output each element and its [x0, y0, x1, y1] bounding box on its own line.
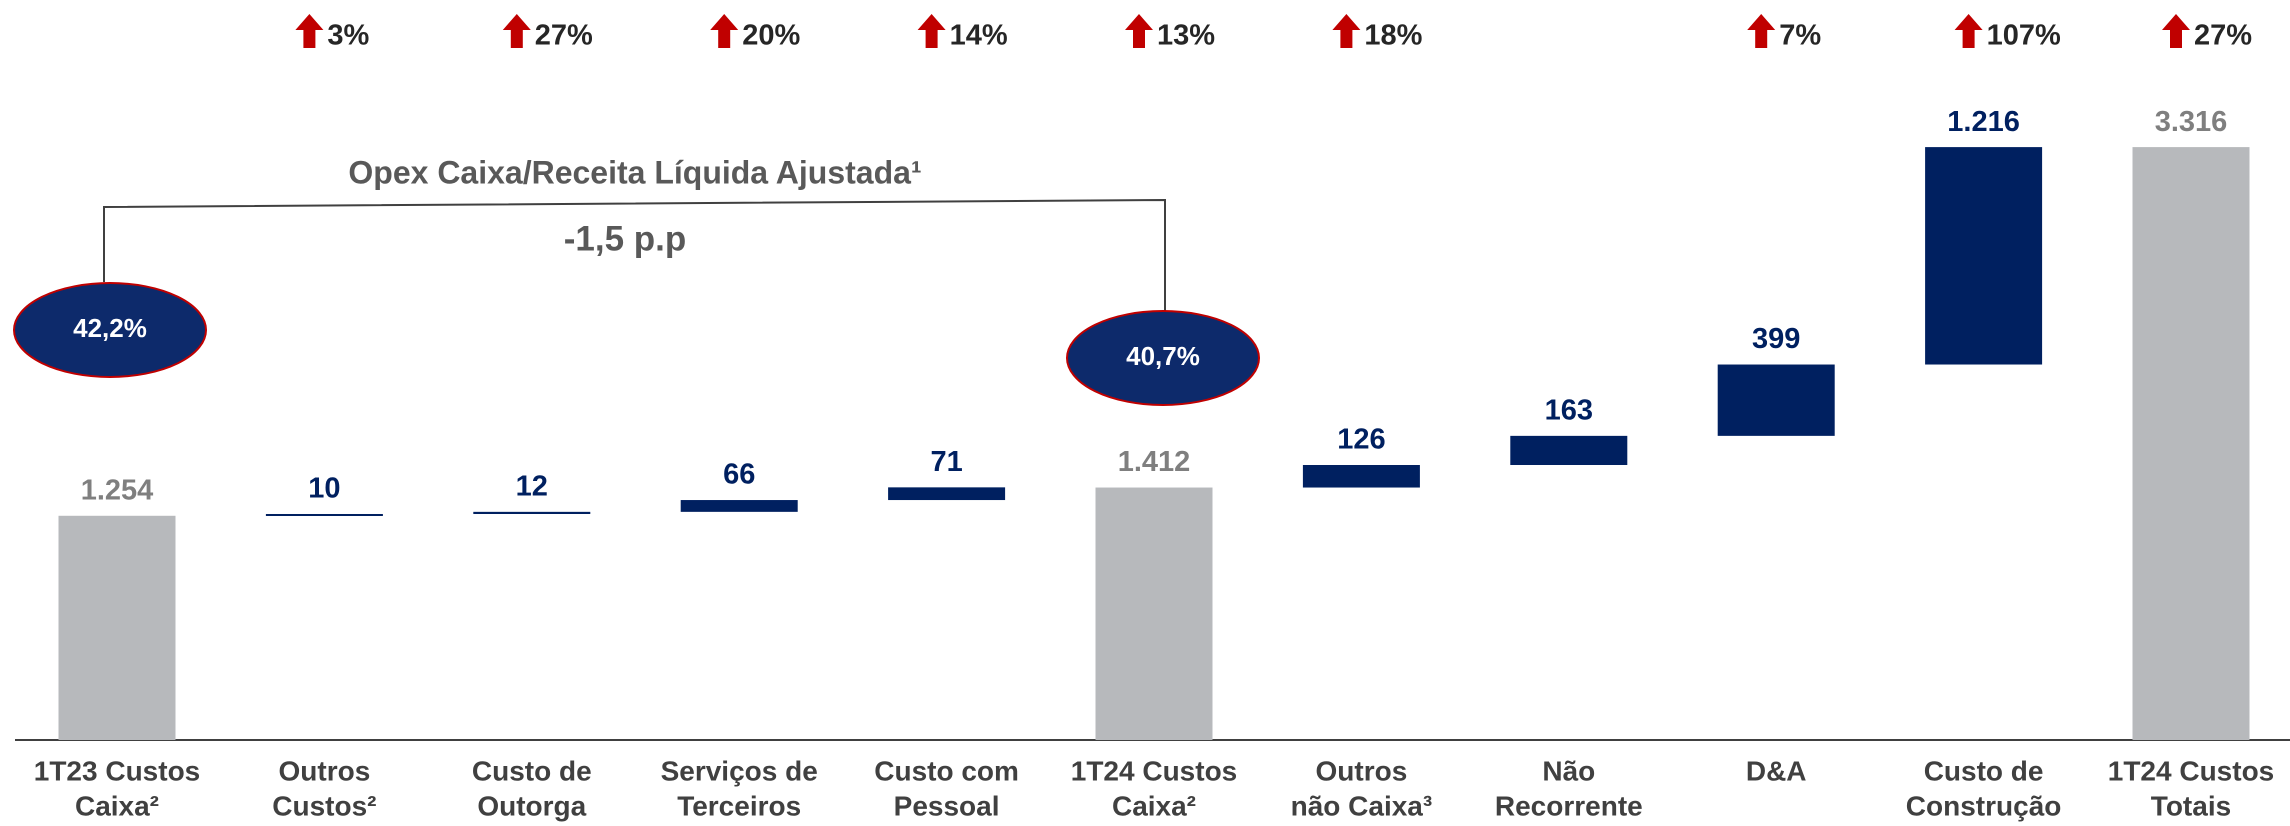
value-label: 399 [1752, 323, 1800, 355]
x-tick-label: Serviços de [661, 755, 818, 786]
value-label: 126 [1337, 424, 1385, 456]
bar [473, 511, 591, 514]
x-tick-label: Outros [279, 755, 371, 786]
bar [1717, 364, 1835, 436]
value-label: 3.316 [2155, 106, 2228, 138]
bar [1925, 147, 2043, 365]
x-tick-label: Outros [1316, 755, 1408, 786]
value-label: 12 [516, 471, 548, 503]
bracket-title: Opex Caixa/Receita Líquida Ajustada¹ [348, 154, 921, 190]
x-tick-label: Terceiros [677, 790, 801, 821]
x-tick-label: Custo de [472, 755, 592, 786]
bracket [103, 198, 1166, 311]
growth-label: 14% [950, 20, 1008, 52]
growth-label: 18% [1364, 20, 1422, 52]
growth-label: 27% [2194, 20, 2252, 52]
bar [2132, 147, 2250, 741]
ratio-bubble [1066, 310, 1260, 406]
x-tick-label: Construção [1906, 790, 2062, 821]
growth-arrow [295, 14, 324, 48]
value-label: 1.254 [81, 474, 154, 506]
growth-arrow [917, 14, 946, 48]
x-tick-label: Custos² [272, 790, 376, 821]
bar [888, 487, 1006, 501]
bar [58, 515, 176, 740]
bar [265, 513, 383, 516]
x-tick-label: Caixa² [1112, 790, 1196, 821]
bar [1510, 435, 1628, 466]
growth-label: 3% [327, 20, 369, 52]
growth-label: 27% [535, 20, 593, 52]
x-tick-label: 1T24 Custos [2108, 755, 2275, 786]
value-label: 71 [930, 446, 962, 478]
growth-label: 107% [1987, 20, 2061, 52]
growth-arrow [1954, 14, 1983, 48]
x-tick-label: Custo de [1924, 755, 2044, 786]
growth-arrow [1125, 14, 1153, 48]
growth-label: 7% [1779, 20, 1821, 52]
growth-label: 13% [1157, 20, 1215, 52]
x-tick-label: Caixa² [75, 790, 159, 821]
bar [1302, 465, 1420, 488]
bar [1095, 487, 1213, 740]
bar [680, 500, 798, 512]
x-tick-label: não Caixa³ [1291, 790, 1433, 821]
growth-label: 20% [742, 20, 800, 52]
growth-arrow [1747, 14, 1776, 48]
x-tick-label: Totais [2151, 790, 2231, 821]
x-tick-label: 1T23 Custos [34, 755, 201, 786]
growth-arrow [502, 14, 531, 48]
x-tick-label: Pessoal [894, 790, 1000, 821]
value-label: 1.412 [1118, 446, 1191, 478]
value-label: 66 [723, 459, 755, 491]
value-label: 163 [1545, 395, 1593, 427]
x-tick-label: Não [1542, 755, 1595, 786]
ratio-label: 40,7% [1126, 341, 1200, 371]
value-label: 10 [308, 473, 340, 505]
x-tick-label: Outorga [477, 790, 586, 821]
x-tick-label: 1T24 Custos [1071, 755, 1238, 786]
ratio-bubble [13, 282, 207, 378]
value-label: 1.216 [1947, 106, 2020, 138]
growth-arrow [2162, 14, 2190, 48]
growth-arrow [710, 14, 739, 48]
ratio-label: 42,2% [73, 313, 147, 343]
x-tick-label: Recorrente [1495, 790, 1643, 821]
x-tick-label: D&A [1746, 755, 1807, 786]
x-tick-label: Custo com [874, 755, 1019, 786]
difference-label: -1,5 p.p [564, 219, 687, 258]
growth-arrow [1332, 14, 1361, 48]
